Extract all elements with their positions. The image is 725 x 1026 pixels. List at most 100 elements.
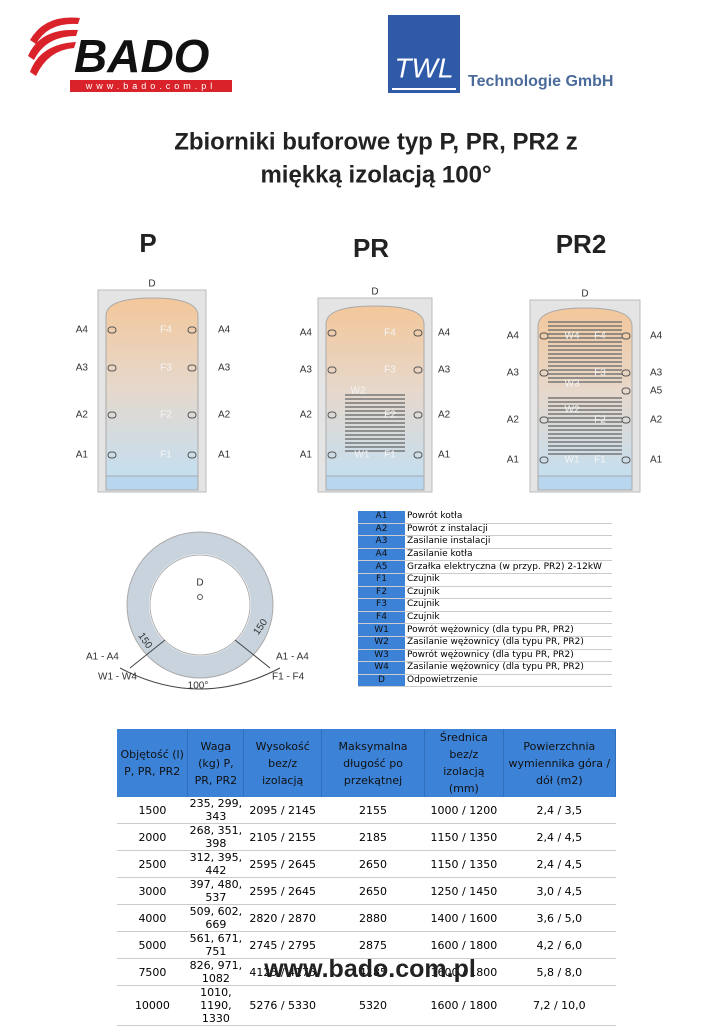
port — [539, 416, 549, 424]
sensor-label: F3 — [160, 363, 172, 374]
port-label: A3 — [507, 368, 520, 379]
spec-table: Objętość (l) P, PR, PR2 Waga (kg) P, PR, … — [117, 729, 617, 1026]
coil-label: W2 — [351, 386, 366, 397]
table-cell: 1500 — [117, 797, 188, 824]
vent — [197, 594, 203, 600]
insulation-ring — [127, 532, 273, 678]
table-cell: 2745 / 2795 — [243, 931, 322, 959]
legend-text: Czujnik — [405, 573, 612, 587]
table-cell: 2595 / 2645 — [243, 877, 322, 905]
legend-row: D Odpowietrzenie — [358, 674, 612, 688]
logo-text: BADO — [74, 30, 210, 82]
title: miękką izolacją 100° — [260, 161, 491, 188]
port-label: A3 — [438, 365, 451, 376]
legend-text: Powrót z instalacji — [405, 523, 612, 537]
port-label: D — [371, 287, 378, 298]
table-cell: 2500 — [117, 850, 188, 878]
header-cell: Maksymalna długość po przekątnej — [321, 729, 426, 797]
legend-table: A1 Powrót kotła A2 Powrót z instalacji A3 Zas… — [358, 511, 612, 688]
port-label: D — [148, 279, 155, 290]
table-cell: 4000 — [117, 904, 188, 932]
table-cell: 1150 / 1350 — [424, 823, 504, 851]
legend-row: W1 Powrót wężownicy (dla typu PR, PR2) — [358, 623, 612, 637]
sensor-label: F4 — [160, 325, 172, 336]
top-view-label: W1 - W4 — [98, 672, 137, 683]
table-cell: 4,2 / 6,0 — [503, 931, 616, 959]
table-cell: 2650 — [321, 877, 425, 905]
port-label: A2 — [507, 415, 520, 426]
table-cell: 268, 351, 398 — [187, 823, 244, 851]
port-label: A3 — [300, 365, 313, 376]
port — [621, 332, 631, 340]
port-label: A2 — [300, 410, 313, 421]
legend-code: W3 — [358, 649, 405, 663]
port-label: A2 — [650, 415, 663, 426]
table-cell: 5320 — [321, 985, 425, 1026]
footer-url: www.bado.com.pl — [264, 955, 476, 983]
legend-text: Czujnik — [405, 611, 612, 625]
port-label: A1 — [507, 455, 520, 466]
table-row: 3000 397, 480, 537 2595 / 2645 2650 1250 / 1… — [117, 877, 616, 905]
sensor-label: F2 — [384, 410, 396, 421]
table-cell: 5000 — [117, 931, 188, 959]
table-cell: 397, 480, 537 — [187, 877, 244, 905]
title: Zbiorniki buforowe typ P, PR, PR2 z — [174, 128, 578, 155]
port-label: A2 — [218, 410, 231, 421]
table-cell: 2595 / 2645 — [243, 850, 322, 878]
table-cell: 509, 602, 669 — [187, 904, 244, 932]
port-label: A4 — [76, 325, 89, 336]
table-cell: 1150 / 1350 — [424, 850, 504, 878]
table-cell: 4125 / 4175 — [243, 958, 322, 986]
port-label: A1 — [76, 450, 89, 461]
sensor-label: F4 — [594, 331, 606, 342]
tank-name: P — [139, 228, 156, 258]
sensor-label: F2 — [160, 410, 172, 421]
table-cell: 312, 395, 442 — [187, 850, 244, 878]
tank-base — [325, 475, 425, 491]
header-cell: Objętość (l) P, PR, PR2 — [117, 729, 189, 797]
legend-row: F1 Czujnik — [358, 573, 612, 587]
bado-logo: BADO www.bado.com.pl — [28, 17, 232, 92]
port — [107, 451, 117, 459]
sensor-label: F3 — [384, 365, 396, 376]
tank-base — [537, 475, 633, 491]
table-row: 2000 268, 351, 398 2105 / 2155 2185 1150 / 1… — [117, 823, 616, 851]
partner-name: Technologie GmbH — [468, 73, 613, 90]
table-row: 7500 826, 971, 1082 4125 / 4175 4185 1600 / … — [117, 958, 616, 986]
port — [107, 364, 117, 372]
arc-line — [119, 667, 281, 690]
tank-diagrams: P D A4 A3 A2 A1 A4 A3 A2 A1 F4 F3 F2 F1 PR D A4 A3 A2 A1 A4 A… — [76, 228, 663, 493]
top-view-label: D — [196, 578, 203, 589]
top-view-label: A1 - A4 — [276, 652, 309, 663]
top-view-label: 100° — [188, 681, 209, 692]
port — [539, 369, 549, 377]
sensor-label: F4 — [384, 328, 396, 339]
table-cell: 1250 / 1450 — [424, 877, 504, 905]
twl-box — [388, 15, 460, 93]
port — [413, 451, 423, 459]
port-label: A1 — [218, 450, 231, 461]
tank-body — [105, 297, 199, 479]
legend-text: Zasilanie kotła — [405, 548, 612, 562]
legend-code: W4 — [358, 661, 405, 675]
table-cell: 826, 971, 1082 — [187, 958, 244, 986]
port-label: A4 — [218, 325, 231, 336]
table-cell: 2650 — [321, 850, 425, 878]
table-cell: 5276 / 5330 — [243, 985, 322, 1026]
port-label: A4 — [438, 328, 451, 339]
header-cell: Waga (kg) P, PR, PR2 — [187, 729, 245, 797]
legend-text: Czujnik — [405, 598, 612, 612]
table-cell: 2880 — [321, 904, 425, 932]
port — [327, 366, 337, 374]
port — [621, 456, 631, 464]
legend-code: F4 — [358, 611, 405, 625]
logo-url: www.bado.com.pl — [85, 81, 217, 91]
port — [621, 387, 631, 395]
port — [187, 326, 197, 334]
tank-name: PR — [353, 233, 389, 263]
sensor-label: F1 — [384, 450, 396, 461]
port — [413, 366, 423, 374]
table-cell: 5,8 / 8,0 — [503, 958, 616, 986]
legend-text: Grzałka elektryczna (w przyp. PR2) 2-12k… — [405, 560, 612, 574]
